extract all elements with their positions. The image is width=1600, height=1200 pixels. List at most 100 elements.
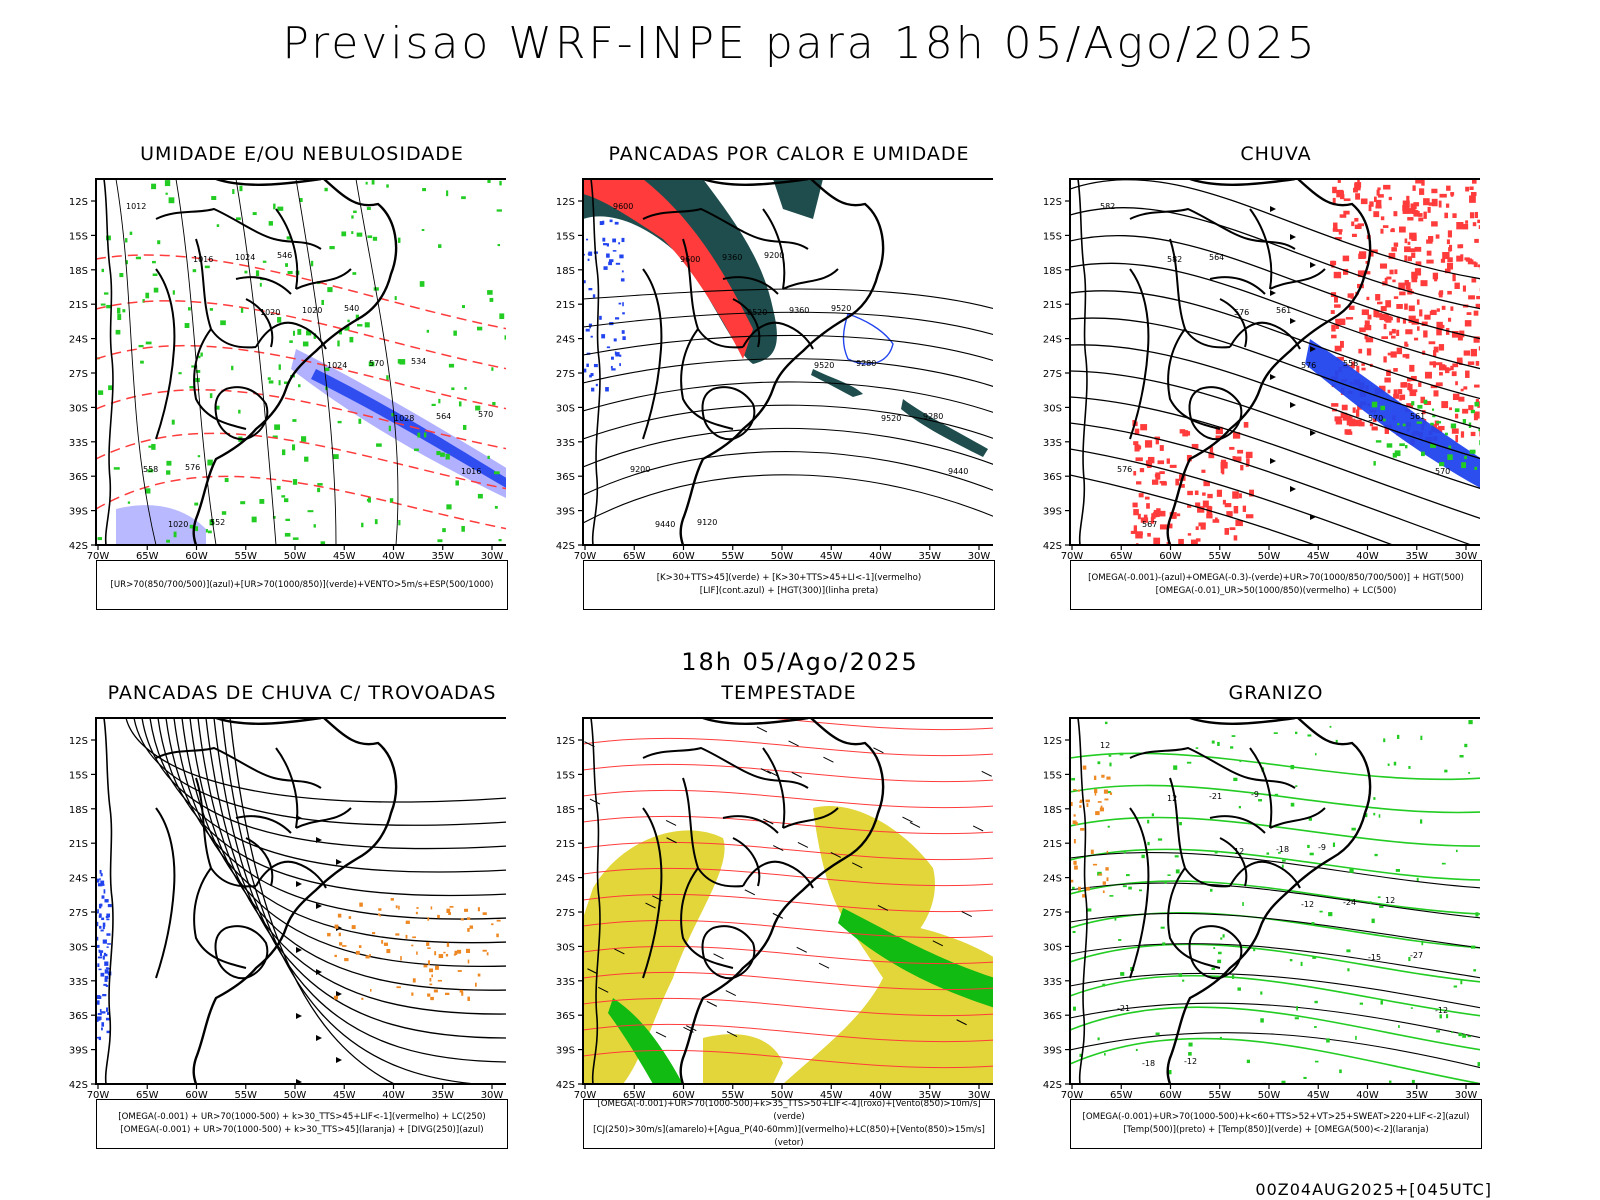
main-title: Previsao WRF-INPE para 18h 05/Ago/2025 [282,18,1318,69]
lon-tick-label: 55W [234,551,257,562]
lat-tick-label: 39S [1043,1046,1062,1057]
contour-label: 9360 [789,306,809,315]
lat-tick-label: 36S [556,1011,575,1022]
lon-tick-label: 35W [1405,1090,1428,1101]
lat-tick-label: 42S [556,541,575,552]
forecast-time-label: 18h 05/Ago/2025 [681,648,919,676]
lon-tick-label: 65W [623,551,646,562]
panel-legend-caption: [K>30+TTS>45](verde) + [K>30+TTS>45+LI<-… [583,560,995,610]
caption-line: [LIF](cont.azul) + [HGT(300)](linha pret… [699,586,879,596]
lat-tick-label: 36S [69,472,88,483]
lat-tick-label: 24S [1043,335,1062,346]
contour-label: 9520 [747,308,767,317]
contour-label: 561 [1276,306,1291,315]
lat-tick-label: 21S [69,839,88,850]
lat-tick-label: 30S [556,942,575,953]
lon-tick-label: 50W [771,551,794,562]
lon-tick-label: 40W [869,1090,892,1101]
lon-tick-label: 60W [1159,551,1182,562]
lat-tick-label: 30S [69,942,88,953]
lat-tick-label: 42S [1043,1080,1062,1091]
forecast-field-layer [583,718,993,1084]
caption-line: [OMEGA(-0.001)-(azul)+OMEGA(-0.3)-(verde… [1088,573,1464,583]
lon-tick-label: 45W [1307,551,1330,562]
contour-label: 12 [1100,741,1110,750]
panel-legend-caption: [OMEGA(-0.001) + UR>70(1000-500) + k>30_… [96,1099,508,1149]
contour-label: -12 [1301,900,1314,909]
contour-label: 570 [478,410,493,419]
contour-label: 1024 [235,253,255,262]
panel-title: PANCADAS POR CALOR E UMIDADE [608,143,970,165]
lon-tick-label: 55W [721,551,744,562]
forecast-panel: GRANIZO 12S 15S 18S 21S 24S 27S 30S 33S 36S 39S 42S… [1043,682,1550,1164]
contour-label: 570 [1435,467,1450,476]
lat-tick-label: 33S [1043,977,1062,988]
lon-tick-label: 30W [481,1090,504,1101]
lat-tick-label: 21S [69,300,88,311]
lon-tick-label: 70W [574,551,597,562]
lon-tick-label: 40W [382,1090,405,1101]
contour-label: 12 [1167,794,1177,803]
caption-line: [OMEGA(-0.001)+UR>70(1000-500)+k<60+TTS>… [1082,1112,1470,1122]
contour-label: 564 [1209,253,1224,262]
lon-tick-label: 65W [1110,1090,1133,1101]
lon-tick-label: 30W [481,551,504,562]
panel-title: GRANIZO [1228,682,1324,704]
contour-label: 570 [1368,414,1383,423]
lat-tick-label: 15S [1043,770,1062,781]
lat-tick-label: 30S [1043,942,1062,953]
panel-legend-caption: [OMEGA(-0.001)+UR>70(1000-500)+k>35_TTS>… [583,1099,995,1149]
panel-legend-caption: [OMEGA(-0.001)-(azul)+OMEGA(-0.3)-(verde… [1070,560,1482,610]
lon-tick-label: 35W [431,1090,454,1101]
contour-label: 546 [277,251,292,260]
contour-label: 1028 [394,414,414,423]
contour-label: -24 [1343,898,1356,907]
contour-label: 9120 [697,518,717,527]
lat-tick-label: 24S [69,335,88,346]
contour-label: -27 [1410,951,1423,960]
lat-tick-label: 33S [556,438,575,449]
lat-tick-label: 21S [1043,839,1062,850]
lat-tick-label: 42S [69,1080,88,1091]
lon-tick-label: 45W [1307,1090,1330,1101]
lat-tick-label: 36S [69,1011,88,1022]
lon-tick-label: 40W [1356,551,1379,562]
contour-label: 576 [1234,308,1249,317]
forecast-panel: PANCADAS DE CHUVA C/ TROVOADAS 12S 15S 18S 2… [69,682,576,1164]
lat-tick-label: 18S [69,805,88,816]
lat-tick-label: 21S [556,300,575,311]
lat-tick-label: 12S [556,736,575,747]
forecast-field-layer: 12 12 12 -12 -15 -12 -18 -21 -18 -24 -27 -21 -12 -9 -9… [1070,720,1480,1084]
map-geography [1077,179,1372,545]
lat-tick-label: 24S [69,874,88,885]
contour-label: 9520 [814,361,834,370]
contour-label: -18 [1276,845,1289,854]
lat-tick-label: 21S [1043,300,1062,311]
forecast-field-layer: 9600 9600 9520 9520 9520 9440 9440 9360 9360 9280… [583,179,993,529]
lon-tick-label: 65W [136,551,159,562]
map-geography [1077,718,1372,1084]
lon-tick-label: 55W [234,1090,257,1101]
lon-tick-label: 30W [968,1090,991,1101]
contour-label: 576 [185,463,200,472]
contour-label: -9 [1251,790,1259,799]
lat-tick-label: 39S [556,1046,575,1057]
lon-tick-label: 55W [721,1090,744,1101]
contour-label: 9280 [923,412,943,421]
contour-label: 1020 [168,520,188,529]
lon-tick-label: 30W [1455,551,1478,562]
lon-tick-label: 70W [1061,1090,1084,1101]
lat-tick-label: 27S [556,369,575,380]
lon-tick-label: 65W [623,1090,646,1101]
lon-tick-label: 40W [869,551,892,562]
lat-tick-label: 33S [69,977,88,988]
map-geography [103,179,398,545]
map-frame [582,178,993,546]
panel-title: UMIDADE E/OU NEBULOSIDADE [140,143,464,165]
contour-label: 570 [369,359,384,368]
lat-tick-label: 18S [556,266,575,277]
map-frame [1069,178,1480,546]
